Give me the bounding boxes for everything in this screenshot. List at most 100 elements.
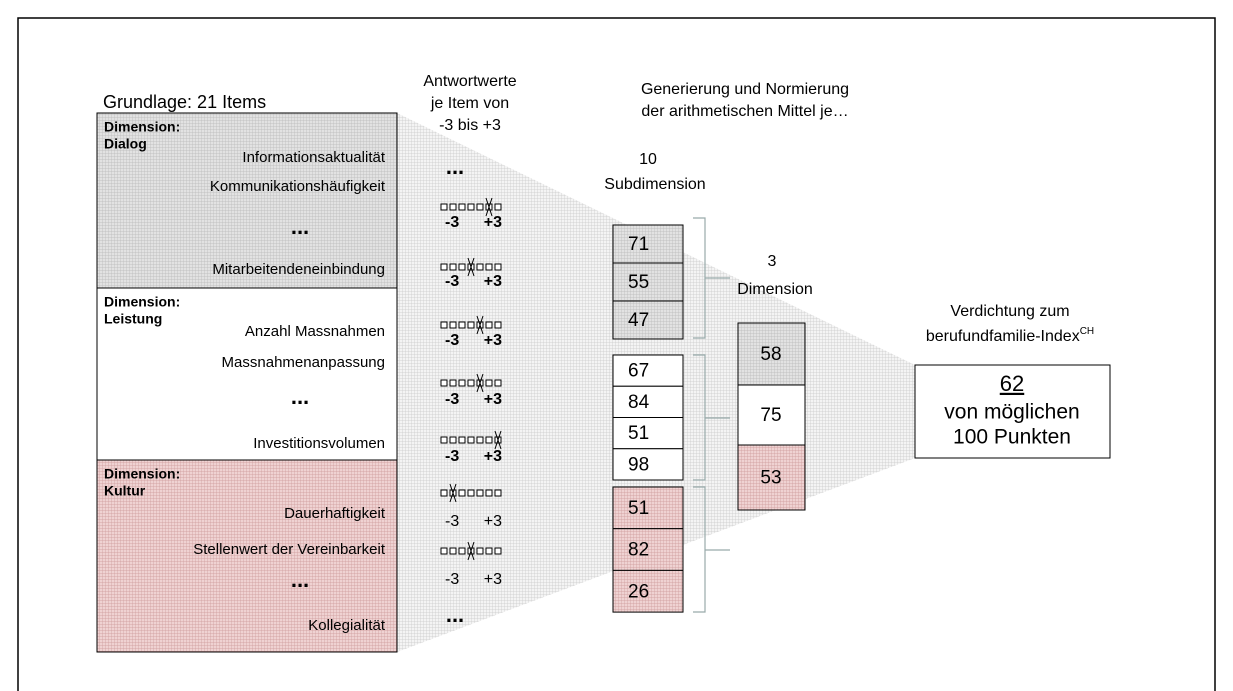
scale-min: -3 <box>445 513 459 530</box>
ellipsis: ... <box>446 154 464 179</box>
scale-max: +3 <box>484 214 502 231</box>
scale-box <box>476 263 484 271</box>
sub-value: 71 <box>628 234 649 255</box>
sub-value: 51 <box>628 498 649 519</box>
scale-min: -3 <box>445 571 459 588</box>
scale-box <box>458 436 466 444</box>
index-line1: von möglichen <box>944 401 1079 424</box>
scale-box <box>440 436 448 444</box>
item: Kollegialität <box>308 617 386 634</box>
kultur-box <box>96 459 398 653</box>
scale-max: +3 <box>484 448 502 465</box>
dim-count: 3 <box>768 253 777 270</box>
brackets <box>693 217 730 613</box>
answer-mark <box>449 483 457 503</box>
sub-box <box>612 528 684 571</box>
scale-box <box>494 203 502 211</box>
item: Stellenwert der Vereinbarkeit <box>193 541 386 558</box>
grundlage: Grundlage: 21 Items <box>103 92 266 112</box>
scale-box <box>494 379 502 387</box>
sub-label: Subdimension <box>604 176 705 193</box>
scale-box <box>440 379 448 387</box>
sub-value: 82 <box>628 540 649 561</box>
dim-value: 53 <box>760 468 781 489</box>
scale-box <box>440 203 448 211</box>
dimension-name: Kultur <box>104 483 146 499</box>
sub-value: 98 <box>628 454 649 475</box>
dialog-box <box>96 112 398 289</box>
ellipsis: ... <box>291 384 309 409</box>
scale-min: -3 <box>445 332 459 349</box>
scale-max: +3 <box>484 571 502 588</box>
scale-min: -3 <box>445 391 459 408</box>
scale-box <box>467 436 475 444</box>
answer-mark <box>476 315 484 335</box>
scale-box <box>458 489 466 497</box>
answer-mark <box>485 197 493 217</box>
sub-value: 47 <box>628 310 649 331</box>
scale-box <box>494 263 502 271</box>
scale-box <box>476 489 484 497</box>
sub-box <box>612 569 684 613</box>
sub-value: 67 <box>628 361 649 382</box>
item: Investitionsvolumen <box>253 435 385 452</box>
answer-mark <box>467 541 475 561</box>
sub-box <box>612 262 684 302</box>
scale-box <box>440 489 448 497</box>
scale-box <box>485 489 493 497</box>
scale-box <box>485 379 493 387</box>
item: Massnahmenanpassung <box>222 354 385 371</box>
scale-box <box>440 321 448 329</box>
scale-box <box>476 547 484 555</box>
dimension-name: Leistung <box>104 311 162 327</box>
sub-box <box>612 300 684 340</box>
sub-value: 84 <box>628 392 650 413</box>
dim-value: 75 <box>760 405 781 426</box>
scale-box <box>449 436 457 444</box>
scale-box <box>485 436 493 444</box>
dim-box <box>737 322 806 386</box>
frame <box>17 17 1216 691</box>
ellipsis: ... <box>291 214 309 239</box>
index-value: 62 <box>1000 371 1024 396</box>
scale-box <box>449 547 457 555</box>
scale-box <box>449 263 457 271</box>
ellipsis: ... <box>446 602 464 627</box>
leistung-box <box>96 287 398 461</box>
index-box <box>914 364 1111 459</box>
dimension-label: Dimension: <box>104 294 180 310</box>
answer-mark <box>467 257 475 277</box>
index-line2: 100 Punkten <box>953 426 1071 449</box>
answer-mark <box>476 373 484 393</box>
generierung: der arithmetischen Mittel je… <box>641 103 848 120</box>
scale-box <box>485 321 493 329</box>
scale-box <box>494 547 502 555</box>
scale-box <box>494 321 502 329</box>
scale-box <box>467 379 475 387</box>
scale-box <box>449 321 457 329</box>
scale-box <box>467 321 475 329</box>
scale-box <box>440 263 448 271</box>
scale-min: -3 <box>445 273 459 290</box>
scale-box <box>458 263 466 271</box>
dimension-name: Dialog <box>104 136 147 152</box>
sub-count: 10 <box>639 151 657 168</box>
scale-box <box>458 203 466 211</box>
scale-box <box>476 436 484 444</box>
sub-value: 26 <box>628 581 649 602</box>
answer-title: -3 bis +3 <box>439 117 501 134</box>
scale-box <box>449 379 457 387</box>
answer-title: je Item von <box>430 95 509 112</box>
scale-max: +3 <box>484 332 502 349</box>
dim-label: Dimension <box>737 281 813 298</box>
index-name: berufundfamilie-IndexCH <box>926 326 1094 346</box>
scale-box <box>485 263 493 271</box>
scale-box <box>494 489 502 497</box>
scale-min: -3 <box>445 214 459 231</box>
item: Dauerhaftigkeit <box>284 505 386 522</box>
item: Anzahl Massnahmen <box>245 323 385 340</box>
scale-box <box>476 203 484 211</box>
sub-value: 55 <box>628 272 649 293</box>
scale-min: -3 <box>445 448 459 465</box>
